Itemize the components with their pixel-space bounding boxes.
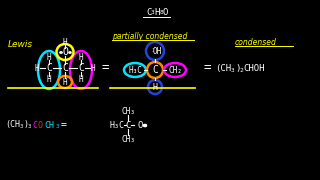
Text: 3: 3 — [231, 68, 235, 73]
Text: partially condensed: partially condensed — [112, 32, 188, 41]
Text: H: H — [35, 64, 39, 73]
Text: H: H — [47, 53, 51, 62]
Text: ): ) — [24, 120, 29, 129]
Text: =: = — [61, 120, 67, 130]
Text: O: O — [62, 47, 68, 57]
Text: C: C — [152, 65, 158, 75]
Text: H: H — [63, 37, 67, 46]
Text: (CH: (CH — [215, 64, 231, 73]
Text: H: H — [79, 75, 83, 84]
Text: =: = — [203, 62, 211, 75]
Text: H: H — [63, 78, 67, 87]
Text: =: = — [101, 62, 109, 75]
Text: H: H — [47, 75, 51, 84]
Text: C: C — [146, 8, 152, 17]
Text: :: : — [151, 47, 153, 53]
Text: CH: CH — [44, 120, 54, 129]
Text: C: C — [62, 63, 68, 73]
Text: H₃C: H₃C — [110, 120, 125, 129]
Text: CH₂: CH₂ — [168, 66, 182, 75]
Text: (CH: (CH — [5, 120, 20, 129]
Text: 3: 3 — [151, 10, 155, 15]
Text: CH₃: CH₃ — [121, 134, 135, 143]
Text: 3: 3 — [56, 125, 59, 129]
Text: ): ) — [235, 64, 240, 73]
Text: 3: 3 — [20, 125, 23, 129]
Text: H: H — [79, 53, 83, 62]
Text: Lewis: Lewis — [8, 40, 33, 49]
Text: H: H — [154, 8, 160, 17]
Text: C: C — [125, 120, 131, 129]
Text: O: O — [137, 120, 142, 129]
Text: C: C — [78, 63, 84, 73]
Text: H: H — [153, 82, 157, 91]
Text: H: H — [91, 64, 95, 73]
Text: OH: OH — [152, 46, 162, 55]
Text: CH₃: CH₃ — [121, 107, 135, 116]
Text: 3: 3 — [28, 125, 31, 129]
Text: C: C — [32, 120, 37, 129]
Text: H₃C: H₃C — [128, 66, 142, 75]
Text: 2: 2 — [239, 68, 243, 73]
Text: CHOH: CHOH — [243, 64, 265, 73]
Text: condensed: condensed — [235, 38, 277, 47]
Text: 8: 8 — [160, 10, 164, 15]
Text: C: C — [46, 63, 52, 73]
Text: O: O — [162, 8, 168, 17]
Text: O: O — [38, 120, 43, 129]
